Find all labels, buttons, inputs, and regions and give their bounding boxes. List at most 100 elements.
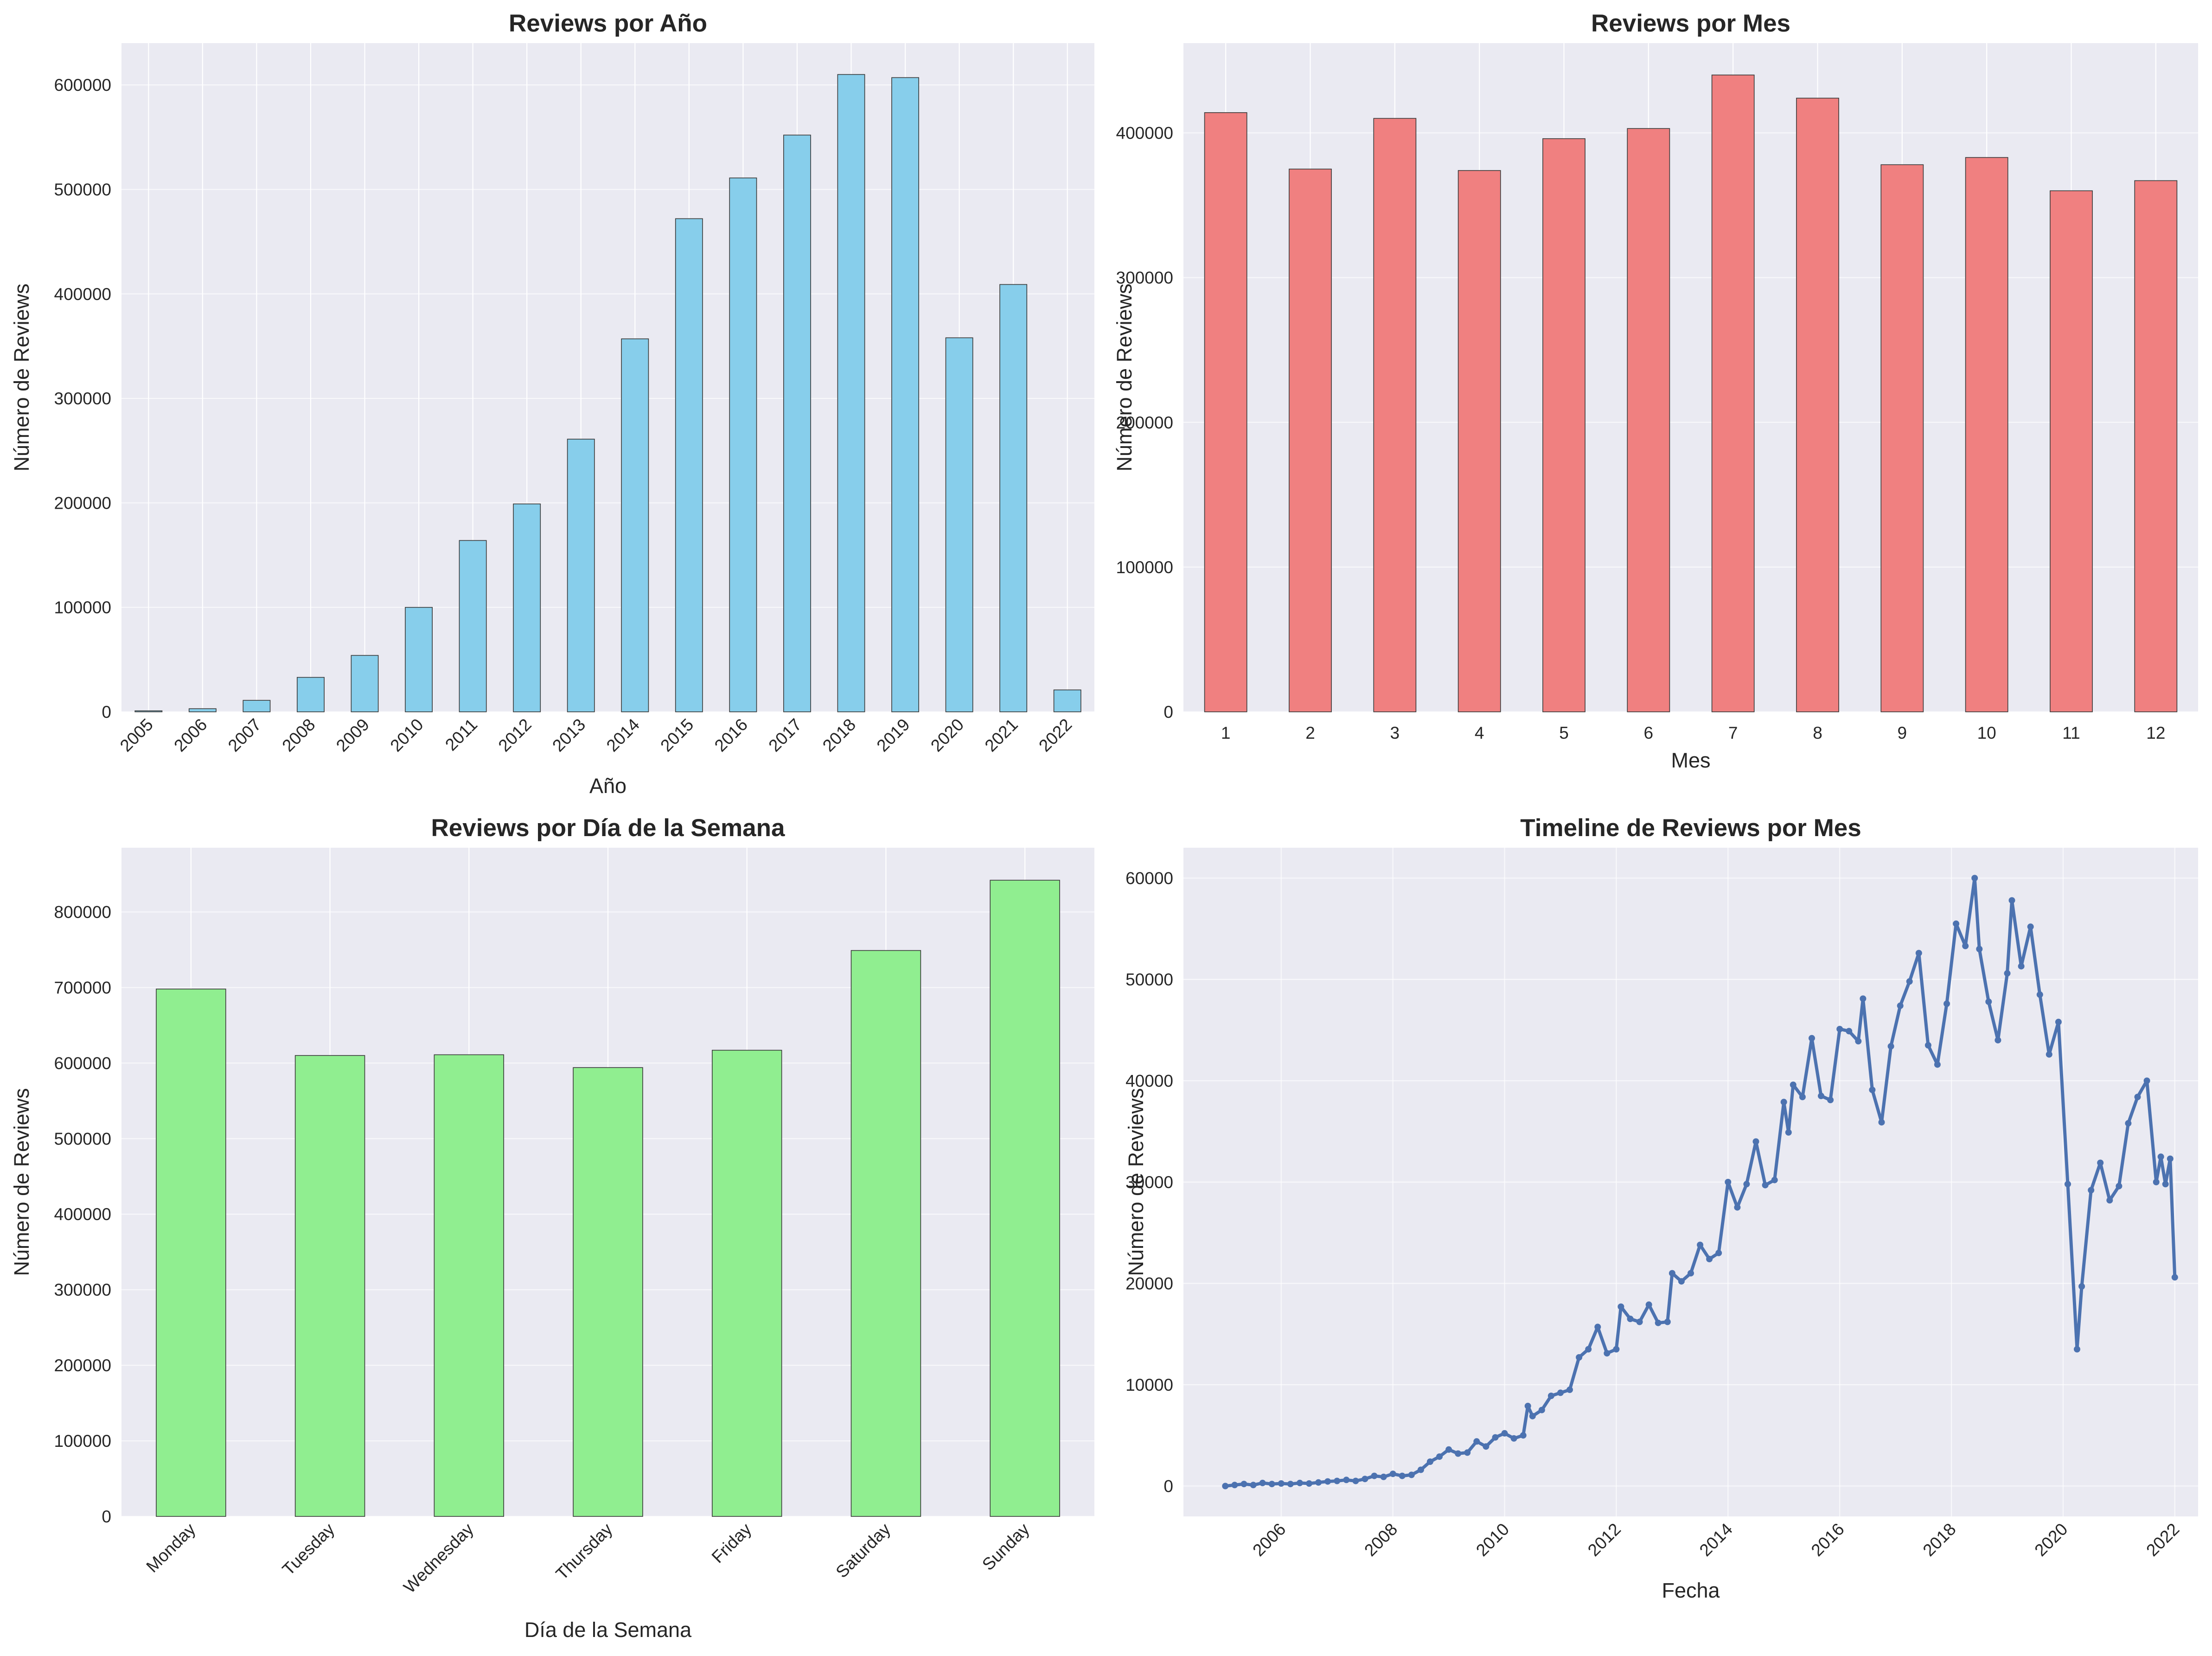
chart-title: Timeline de Reviews por Mes — [1520, 814, 1861, 842]
data-point — [2157, 1153, 2164, 1160]
bar — [621, 338, 649, 712]
bar — [434, 1054, 505, 1517]
y-tick-label: 300000 — [54, 389, 111, 408]
data-point — [2171, 1274, 2178, 1281]
data-point — [1362, 1476, 1368, 1483]
data-point — [1985, 998, 1992, 1005]
x-tick-label: 12 — [2146, 723, 2165, 742]
data-point — [2106, 1197, 2113, 1204]
bar — [1373, 118, 1417, 712]
data-point — [1827, 1097, 1834, 1103]
data-point — [1818, 1093, 1824, 1100]
y-tick-label: 10000 — [1125, 1375, 1173, 1394]
y-tick-label: 50000 — [1125, 970, 1173, 989]
bar — [1627, 128, 1670, 712]
data-point — [2116, 1183, 2122, 1189]
y-tick-label: 0 — [1164, 703, 1173, 722]
data-point — [1343, 1477, 1350, 1483]
data-point — [1334, 1477, 1341, 1484]
y-tick-label: 200000 — [1116, 413, 1173, 432]
data-point — [1417, 1466, 1424, 1473]
bar — [1204, 112, 1247, 712]
data-point — [1436, 1453, 1443, 1460]
y-tick-label: 100000 — [1116, 558, 1173, 577]
data-point — [1943, 1000, 1950, 1007]
data-point — [2027, 923, 2034, 930]
plot-area — [121, 43, 1094, 712]
data-point — [1240, 1481, 1247, 1488]
data-point — [1860, 995, 1867, 1002]
data-point — [1510, 1435, 1517, 1442]
data-point — [2036, 991, 2043, 998]
bars — [156, 880, 1060, 1517]
plot-area — [1183, 43, 2198, 712]
x-axis-label: Fecha — [1662, 1579, 1720, 1602]
y-tick-label: 40000 — [1125, 1072, 1173, 1091]
x-tick-label: 8 — [1813, 723, 1822, 742]
y-axis-label: Número de Reviews — [1124, 1088, 1148, 1276]
bar — [1053, 689, 1081, 712]
y-ticks: 0 100000 200000 300000 400000 500000 600000 700… — [54, 902, 111, 1526]
data-point — [1520, 1432, 1527, 1439]
data-point — [1688, 1270, 1694, 1277]
data-point — [2078, 1283, 2085, 1290]
y-tick-label: 400000 — [1116, 124, 1173, 143]
bar — [675, 218, 703, 712]
bar — [513, 503, 541, 712]
chart-title: Reviews por Mes — [1591, 10, 1790, 37]
bar — [2050, 190, 2093, 712]
data-point — [1678, 1278, 1685, 1285]
y-tick-label: 100000 — [54, 598, 111, 617]
x-tick-label: 1 — [1221, 723, 1231, 742]
data-point — [1259, 1479, 1266, 1486]
bar — [711, 1049, 782, 1517]
data-point — [2018, 963, 2025, 970]
y-axis-label: Número de Reviews — [10, 1088, 33, 1276]
y-tick-label: 60000 — [1125, 869, 1173, 888]
bars — [1204, 74, 2178, 712]
y-tick-label: 200000 — [54, 1356, 111, 1375]
data-point — [1576, 1354, 1583, 1361]
data-point — [1287, 1481, 1294, 1488]
data-point — [1594, 1324, 1601, 1330]
x-tick-label: 10 — [1977, 723, 1996, 742]
data-point — [1278, 1480, 1285, 1487]
y-tick-label: 300000 — [1116, 269, 1173, 288]
bar — [1965, 157, 2008, 712]
bar — [891, 77, 919, 712]
x-axis-label: Mes — [1671, 748, 1710, 772]
data-point — [1762, 1182, 1769, 1189]
y-tick-label: 0 — [1164, 1477, 1173, 1496]
x-tick-label: 11 — [2062, 723, 2080, 742]
data-point — [2046, 1051, 2052, 1058]
bar — [1289, 168, 1332, 712]
x-tick-label: 9 — [1898, 723, 1907, 742]
bar — [188, 708, 217, 712]
data-point — [1352, 1477, 1359, 1484]
data-point — [2065, 1181, 2071, 1188]
data-point — [1953, 920, 1960, 927]
data-point — [1426, 1458, 1433, 1465]
data-point — [1924, 1042, 1931, 1049]
data-point — [1231, 1482, 1238, 1489]
data-point — [1604, 1350, 1611, 1357]
bar — [134, 710, 163, 712]
data-point — [1752, 1138, 1759, 1145]
data-point — [1296, 1479, 1303, 1486]
bar — [156, 988, 226, 1517]
data-point — [1445, 1446, 1452, 1453]
x-tick-label: 7 — [1728, 723, 1738, 742]
x-tick-label: 2 — [1305, 723, 1315, 742]
bar — [567, 439, 595, 712]
y-tick-label: 300000 — [54, 1280, 111, 1299]
data-point — [2153, 1179, 2160, 1185]
bar — [405, 607, 433, 712]
bar — [243, 700, 271, 712]
data-point — [1995, 1037, 2001, 1044]
bar — [1880, 164, 1924, 712]
data-point — [1250, 1482, 1257, 1489]
data-point — [1734, 1204, 1741, 1211]
data-point — [2162, 1181, 2169, 1188]
